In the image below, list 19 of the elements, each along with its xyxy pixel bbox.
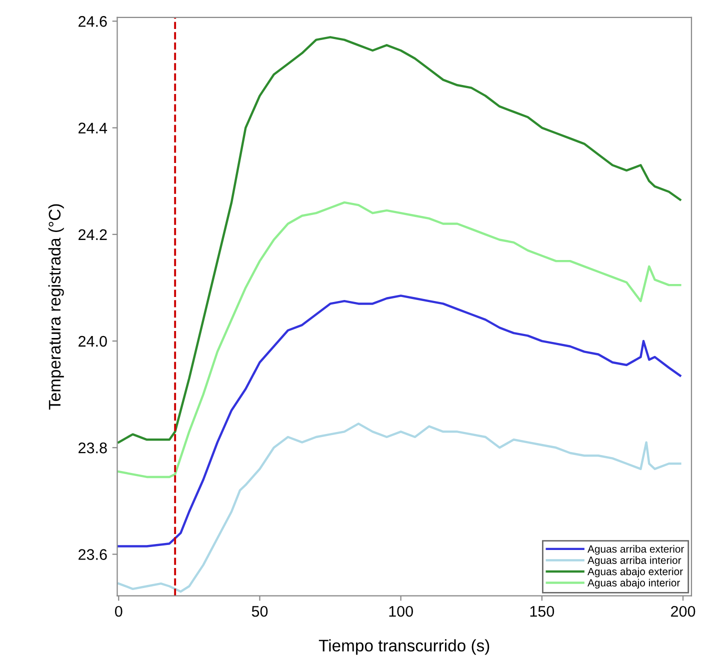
legend-label: Aguas abajo interior xyxy=(588,578,680,589)
x-tick-label: 50 xyxy=(252,606,268,617)
legend-label: Aguas abajo exterior xyxy=(588,568,683,578)
y-tick-label: 23.8 xyxy=(78,442,107,454)
y-axis-title: Temperatura registrada (°C) xyxy=(48,204,64,410)
x-tick-label: 0 xyxy=(114,606,122,617)
x-tick-label: 150 xyxy=(530,606,554,617)
line-series xyxy=(118,36,682,444)
x-tick-label: 100 xyxy=(389,606,413,617)
y-tick-label: 24.0 xyxy=(78,336,107,347)
x-tick-label: 200 xyxy=(671,606,696,617)
line-series xyxy=(118,201,682,478)
legend-label: Aguas arriba exterior xyxy=(588,545,684,555)
y-tick-label: 24.2 xyxy=(78,229,107,240)
y-tick-label: 24.6 xyxy=(78,16,107,27)
x-axis-title: Tiempo transcurrido (s) xyxy=(318,639,490,655)
y-tick-label: 24.4 xyxy=(78,122,108,134)
legend-label: Aguas arriba interior xyxy=(588,556,682,566)
y-tick-label: 23.6 xyxy=(78,549,107,560)
